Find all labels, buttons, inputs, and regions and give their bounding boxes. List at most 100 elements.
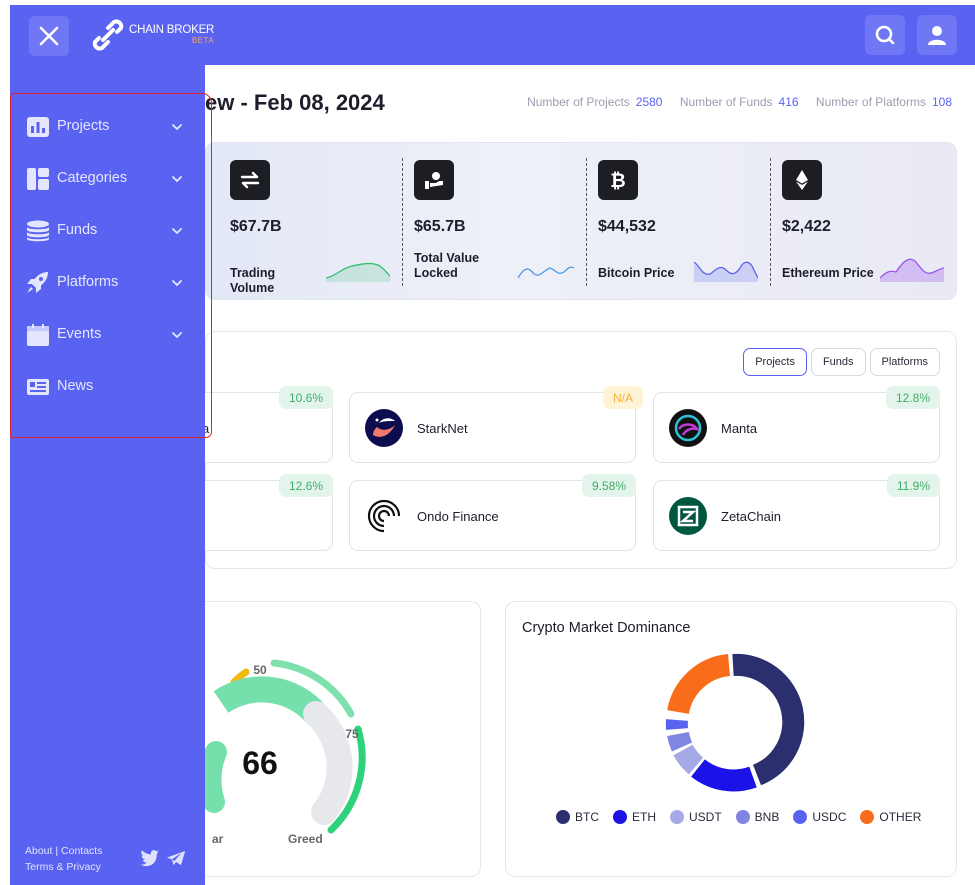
rocket-icon <box>27 272 48 293</box>
project-change-badge: 12.6% <box>278 474 333 497</box>
trending-tabs: Projects Funds Platforms <box>743 348 940 376</box>
telegram-icon[interactable] <box>166 850 186 867</box>
project-name: StarkNet <box>417 421 468 436</box>
project-name: ZetaChain <box>721 509 781 524</box>
user-button[interactable] <box>917 15 957 55</box>
stat-label: Number of Funds <box>679 95 773 109</box>
stats-summary: Number of Projects 2580 Number of Funds 41… <box>527 95 952 109</box>
trending-panel: Projects Funds Platforms a 10.6% StarkNe… <box>46 331 957 569</box>
project-change-badge: 11.9% <box>886 474 940 497</box>
stat-label: Total Value Locked <box>414 251 480 280</box>
project-change-badge: 10.6% <box>278 386 333 409</box>
bitcoin-sparkline <box>694 261 758 282</box>
sidebar-item-label: Platforms <box>57 274 119 290</box>
tab-projects[interactable]: Projects <box>743 348 807 376</box>
grid-icon <box>27 168 49 190</box>
legend-item[interactable]: USDT <box>670 810 722 824</box>
stat-label: Number of Platforms <box>815 95 926 109</box>
logo[interactable]: CHAIN BROKER BETA <box>91 18 214 52</box>
project-change-badge: 12.8% <box>885 386 940 409</box>
terms-link[interactable]: Terms & Privacy <box>25 861 101 873</box>
sidebar-item-label: Categories <box>57 170 128 186</box>
top-bar: CHAIN BROKER BETA <box>10 5 975 65</box>
project-card-zetachain[interactable]: ZetaChain 11.9% <box>653 474 940 551</box>
bitcoin-icon: ₿ <box>598 160 638 200</box>
stat-amount: $44,532 <box>598 218 656 235</box>
stat-amount: $67.7B <box>230 218 282 235</box>
card-divider <box>586 158 587 286</box>
tvl-sparkline <box>518 266 574 279</box>
ethereum-icon <box>782 160 822 200</box>
sidebar-item-label: Projects <box>57 118 110 134</box>
sidebar: Projects Categories Funds Platforms Even… <box>10 65 212 885</box>
stat-amount: $65.7B <box>414 218 466 235</box>
tab-funds[interactable]: Funds <box>810 348 866 376</box>
chevron-down-icon <box>172 332 182 339</box>
stat-value: 108 <box>931 95 952 109</box>
hand-coin-icon <box>414 160 454 200</box>
social-links <box>140 850 186 867</box>
logo-name: CHAIN BROKER <box>129 23 215 36</box>
sidebar-item-events[interactable]: Events <box>10 315 205 355</box>
sidebar-footer: About | Contacts Terms & Privacy <box>25 843 102 875</box>
news-icon <box>27 379 49 395</box>
manta-logo-icon <box>669 409 707 447</box>
sidebar-item-categories[interactable]: Categories <box>10 159 205 199</box>
dominance-legend: BTC ETH USDT BNB USDC OTHER <box>556 810 921 824</box>
stat-value: 2580 <box>635 95 663 109</box>
legend-item[interactable]: USDC <box>793 810 846 824</box>
market-dominance-box: Crypto Market Dominance BTC ETH USDT BNB… <box>505 601 957 877</box>
project-card-manta[interactable]: Manta 12.8% <box>653 386 940 463</box>
project-card-ondo-finance[interactable]: Ondo Finance 9.58% <box>349 474 636 551</box>
sidebar-item-projects[interactable]: Projects <box>10 107 205 147</box>
legend-item[interactable]: ETH <box>613 810 656 824</box>
chevron-down-icon <box>172 124 182 131</box>
donut-segment-bnb <box>667 731 693 752</box>
chevron-down-icon <box>172 176 182 183</box>
card-divider <box>770 158 771 286</box>
box-title: Crypto Market Dominance <box>522 620 691 636</box>
starknet-logo-icon <box>365 409 403 447</box>
bar-chart-icon <box>27 117 49 137</box>
beta-tag: BETA <box>191 36 215 46</box>
user-icon <box>928 26 946 45</box>
project-card-starknet[interactable]: StarkNet N/A <box>349 386 643 463</box>
sidebar-item-news[interactable]: News <box>10 367 205 407</box>
main-content: ew - Feb 08, 2024 Number of Projects 2580… <box>46 65 975 885</box>
swap-arrows-icon <box>230 160 270 200</box>
project-name: Ondo Finance <box>417 509 499 524</box>
calendar-icon <box>27 324 49 346</box>
twitter-icon[interactable] <box>140 850 160 867</box>
gauge-label: Greed <box>288 832 323 846</box>
fear-greed-gauge: 66 50 75 ar Greed <box>199 659 366 846</box>
coins-stack-icon <box>27 220 49 242</box>
legend-item[interactable]: BNB <box>735 810 779 824</box>
sidebar-item-funds[interactable]: Funds <box>10 211 205 251</box>
close-menu-button[interactable] <box>29 16 69 56</box>
sidebar-item-platforms[interactable]: Platforms <box>10 263 205 303</box>
project-change-badge: 9.58% <box>581 474 636 497</box>
dominance-donut-chart <box>665 653 805 792</box>
stat-card-ethereum: $2,422 Ethereum Price <box>770 158 954 286</box>
ethereum-sparkline <box>880 258 944 282</box>
donut-segment-other <box>667 654 731 715</box>
contacts-link[interactable]: Contacts <box>61 845 103 857</box>
search-button[interactable] <box>865 15 905 55</box>
annotation-highlight-box <box>10 93 212 438</box>
legend-item[interactable]: OTHER <box>860 810 921 824</box>
tab-platforms[interactable]: Platforms <box>869 348 940 376</box>
sidebar-item-label: Events <box>57 326 102 342</box>
close-icon <box>39 26 59 46</box>
chain-link-logo-icon <box>92 19 124 51</box>
project-name: Manta <box>721 421 758 436</box>
page-title: ew - Feb 08, 2024 <box>205 90 385 115</box>
stat-label: Ethereum Price <box>782 266 874 280</box>
donut-segment-eth <box>691 759 757 792</box>
gauge-value: 66 <box>242 745 278 781</box>
about-link[interactable]: About <box>25 845 53 857</box>
stat-label: Bitcoin Price <box>598 266 675 280</box>
legend-item[interactable]: BTC <box>556 810 599 824</box>
stat-label: Trading Volume <box>230 266 276 295</box>
footer-separator: | <box>55 845 59 857</box>
